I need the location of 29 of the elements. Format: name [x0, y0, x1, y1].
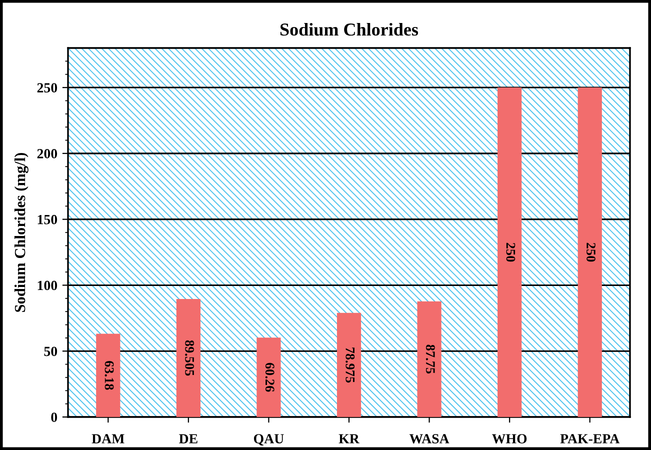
- x-tick-label: WASA: [409, 434, 450, 444]
- y-tick-label: 250: [37, 83, 58, 92]
- data-label: 87.75: [426, 344, 435, 374]
- x-tick-label: QAU: [254, 434, 284, 446]
- y-tick-label: 0: [51, 412, 58, 422]
- x-tick-label: DAM: [92, 434, 124, 444]
- y-axis-title: Sodium Chlorides (mg/l): [14, 152, 28, 312]
- x-tick-label: KR: [338, 434, 360, 444]
- data-label: 250: [586, 242, 596, 262]
- bar: [96, 334, 120, 417]
- y-tick-label: 150: [38, 214, 58, 224]
- y-tick-label: 100: [38, 280, 58, 290]
- bar: [417, 301, 442, 417]
- bar: [498, 88, 522, 417]
- x-tick-label: DE: [179, 434, 198, 444]
- y-tick-label: 50: [44, 346, 58, 356]
- bar: [578, 88, 602, 417]
- x-tick-label: WHO: [492, 434, 527, 444]
- bar: [336, 312, 362, 417]
- bar: [256, 338, 281, 417]
- data-label: 63.18: [104, 360, 114, 390]
- x-tick-label: PAK-EPA: [560, 434, 620, 444]
- data-label: 250: [506, 242, 516, 262]
- data-label: 60.26: [265, 362, 274, 392]
- bar: [176, 299, 200, 417]
- data-label: 89.505: [185, 340, 194, 376]
- y-tick-label: 200: [37, 149, 58, 158]
- data-label: 78.975: [346, 348, 355, 383]
- chart-title: Sodium Chlorides: [280, 22, 418, 36]
